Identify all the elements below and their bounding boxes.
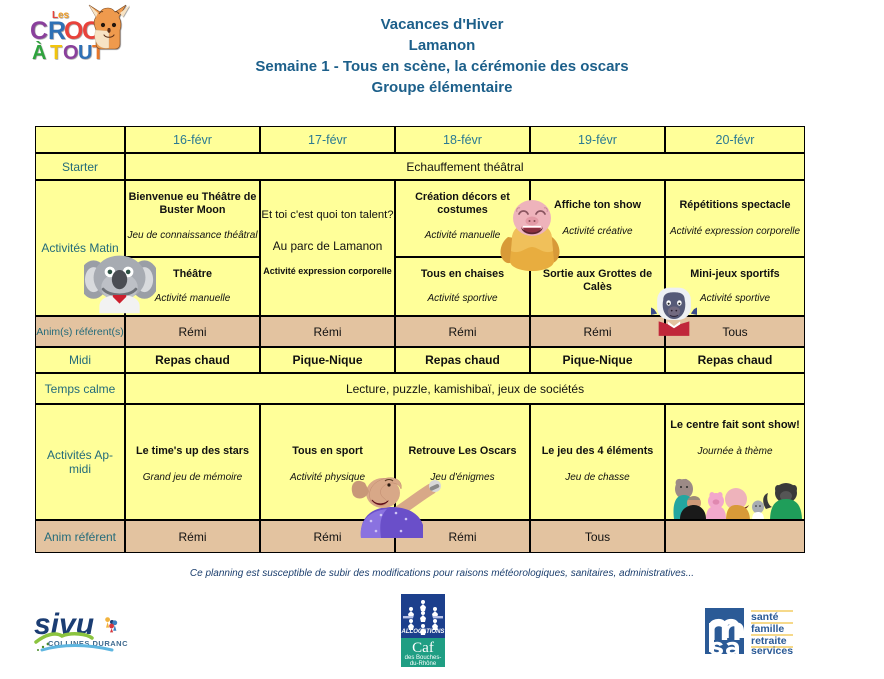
svg-text:ALLOCATIONS: ALLOCATIONS: [401, 629, 444, 635]
svg-text:du-Rhône: du-Rhône: [410, 661, 437, 667]
svg-text:santé: santé: [751, 611, 779, 623]
svg-text:famille: famille: [751, 623, 784, 635]
svg-text:Caf: Caf: [412, 640, 434, 656]
svg-text:services: services: [751, 645, 793, 654]
